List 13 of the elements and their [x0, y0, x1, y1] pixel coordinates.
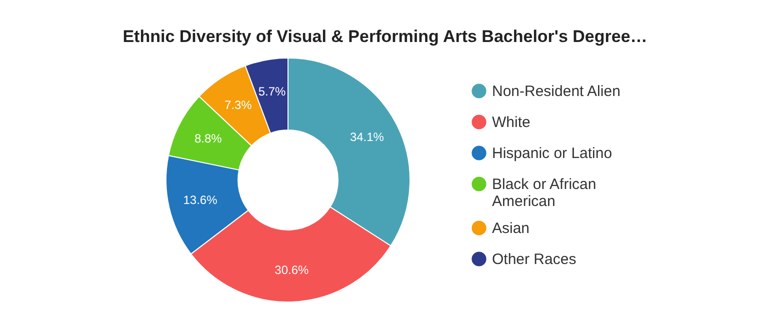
- chart-title: Ethnic Diversity of Visual & Performing Arts Bachelor's Degree…: [122, 27, 648, 46]
- legend-label: White: [492, 114, 530, 131]
- legend-label: Other Races: [492, 251, 576, 268]
- data-label: 5.7%: [258, 84, 286, 98]
- legend-label: Non-Resident Alien: [492, 83, 620, 100]
- data-label: 34.1%: [350, 130, 384, 144]
- legend-label: Hispanic or Latino: [492, 145, 612, 162]
- data-label: 30.6%: [274, 262, 310, 277]
- legend-label: Black or African American: [492, 176, 596, 210]
- data-label: 13.6%: [183, 193, 218, 208]
- data-label: 7.3%: [224, 98, 252, 112]
- data-label: 8.8%: [194, 132, 222, 146]
- legend-label: Asian: [492, 220, 530, 237]
